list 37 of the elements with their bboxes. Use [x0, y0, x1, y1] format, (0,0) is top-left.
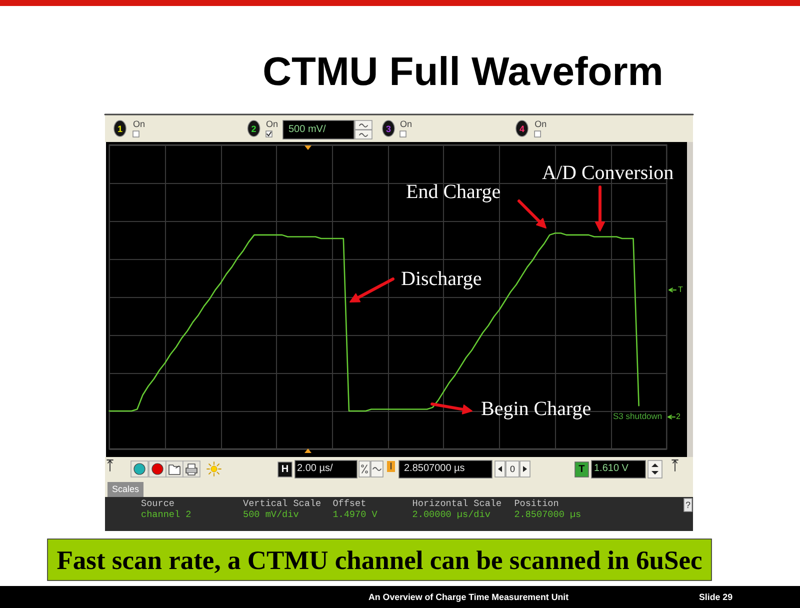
text: 2.8507000 µs [404, 463, 465, 476]
text: Scales [112, 484, 140, 496]
text: A/D Conversion [542, 160, 674, 185]
text: 0 [510, 464, 516, 476]
text: On [133, 118, 146, 130]
text: 2 [676, 412, 680, 422]
text: On [266, 118, 278, 130]
text: 2.00000 µs/div [412, 509, 490, 521]
text: T [578, 464, 585, 476]
text: 1.4970 V [332, 509, 378, 521]
text: channel 2 [141, 509, 192, 521]
text: Source [141, 498, 174, 509]
text: S3 shutdown [613, 411, 662, 422]
text: 4 [519, 124, 525, 135]
text: Position [514, 498, 559, 509]
text: Horizontal Scale [412, 498, 502, 509]
annotation: Begin Charge [481, 396, 592, 421]
text: End Charge [406, 180, 501, 204]
text: H [281, 464, 289, 476]
text: Slide 29 [699, 592, 733, 603]
text: On [400, 118, 412, 130]
text: 500 mV/ [288, 124, 326, 136]
text: 2.8507000 µs [514, 509, 582, 521]
text: 3 [386, 124, 392, 135]
text: 500 mV/div [243, 509, 299, 521]
text: 1 [117, 124, 123, 135]
text: Offset [332, 498, 366, 509]
text: T [678, 285, 683, 296]
text: An Overview of Charge Time Measurement Unit [368, 592, 569, 603]
text: On [534, 118, 547, 130]
annotation: Discharge [401, 266, 482, 291]
text: 2.00 µs/ [297, 463, 333, 476]
text: Vertical Scale [243, 498, 322, 509]
chart-title: CTMU Full Waveform [262, 49, 664, 96]
text: 1.610 V [594, 463, 628, 476]
text: 2 [251, 124, 256, 135]
text: Fast scan rate, a CTMU channel can be scanned in 6uSec [56, 544, 702, 577]
